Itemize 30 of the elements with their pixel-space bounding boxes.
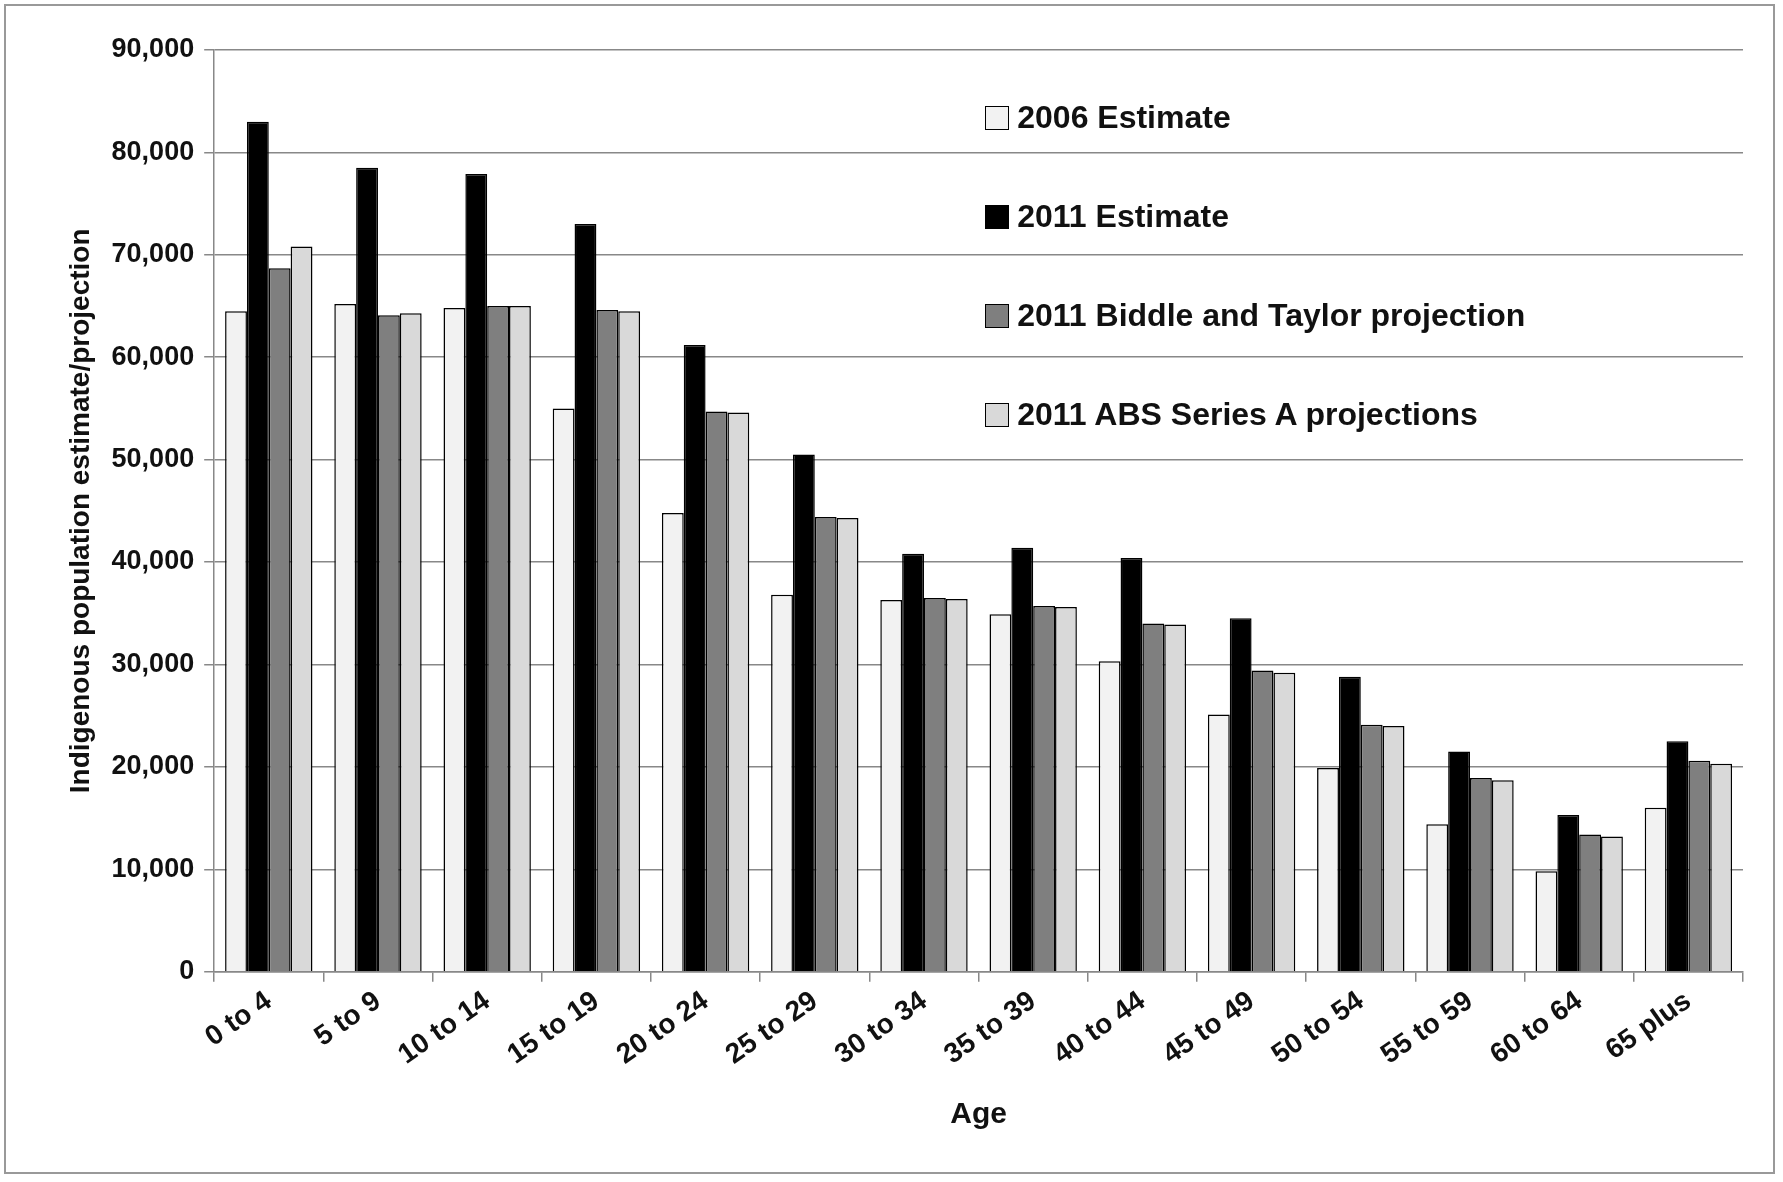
legend-label: 2011 Estimate (1017, 198, 1229, 235)
y-tick-label: 20,000 (111, 750, 195, 781)
y-tick-label: 40,000 (111, 545, 195, 576)
x-tick-label: 5 to 9 (308, 984, 386, 1052)
legend-label: 2011 Biddle and Taylor projection (1017, 297, 1526, 334)
legend-label: 2011 ABS Series A projections (1017, 396, 1478, 433)
legend-label: 2006 Estimate (1017, 99, 1231, 136)
x-tick-label: 40 to 44 (1047, 984, 1151, 1070)
x-tick-label: 50 to 54 (1265, 984, 1370, 1070)
x-tick-label: 55 to 59 (1374, 984, 1478, 1070)
y-tick-label: 90,000 (111, 33, 195, 64)
y-tick-label: 50,000 (111, 443, 195, 474)
x-tick-label: 20 to 24 (610, 984, 714, 1070)
y-tick-label: 60,000 (111, 340, 195, 371)
x-tick-label: 30 to 34 (828, 984, 933, 1070)
y-tick-label: 70,000 (111, 238, 195, 269)
x-tick-label: 45 to 49 (1156, 984, 1260, 1070)
x-tick-label: 10 to 14 (391, 984, 496, 1070)
y-tick-label: 80,000 (111, 135, 195, 166)
x-tick-label: 35 to 39 (937, 984, 1042, 1070)
x-tick-label: 0 to 4 (199, 984, 278, 1052)
y-tick-label: 0 (179, 955, 195, 986)
x-axis-title: Age (950, 1096, 1007, 1130)
x-tick-label: 25 to 29 (719, 984, 823, 1070)
y-tick-label: 30,000 (111, 647, 195, 678)
x-tick-label: 15 to 19 (501, 984, 605, 1070)
x-tick-label: 65 plus (1599, 984, 1697, 1065)
y-axis-title: Indigenous population estimate/projection (63, 228, 95, 794)
x-tick-label: 60 to 64 (1483, 984, 1588, 1070)
y-tick-label: 10,000 (111, 852, 195, 883)
